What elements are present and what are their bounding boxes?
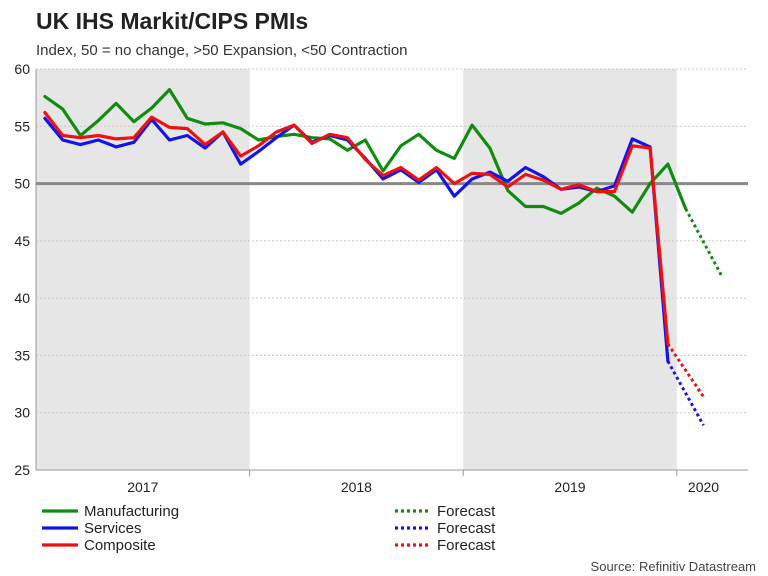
legend-item-composite: Composite (42, 537, 156, 554)
y-tick-label-30: 30 (14, 405, 30, 421)
legend-item-services-forecast: Forecast (395, 520, 496, 537)
y-tick-label-45: 45 (14, 233, 30, 249)
y-tick-label-50: 50 (14, 176, 30, 192)
forecast-line-composite (666, 343, 705, 398)
legend-label: Composite (84, 537, 156, 554)
x-year-label-2019: 2019 (554, 479, 585, 495)
axes (35, 69, 748, 476)
gridlines (36, 68, 748, 414)
series-line-manufacturing (43, 87, 688, 215)
y-tick-label-25: 25 (14, 462, 30, 478)
x-year-label-2017: 2017 (127, 479, 158, 495)
legend-item-services: Services (42, 520, 142, 537)
y-tick-label-40: 40 (14, 290, 30, 306)
source-note: Source: Refinitiv Datastream (590, 559, 756, 574)
legend-label: Forecast (437, 503, 496, 520)
chart-subtitle: Index, 50 = no change, >50 Expansion, <5… (36, 42, 408, 59)
legend-label: Forecast (437, 520, 496, 537)
shaded-year-bands (36, 69, 677, 470)
y-tick-label-55: 55 (14, 118, 30, 134)
forecast-line-manufacturing (684, 208, 723, 276)
shade-band-2019 (463, 69, 677, 470)
legend-label: Services (84, 520, 142, 537)
legend-label: Forecast (437, 537, 496, 554)
y-tick-labels: 25 30 35 40 45 50 55 60 (14, 61, 30, 478)
x-year-labels: 2017 2018 2019 2020 (127, 479, 719, 495)
x-year-label-2020: 2020 (688, 479, 719, 495)
series-line-composite (43, 110, 670, 346)
forecast-lines (666, 208, 723, 427)
legend-item-manufacturing: Manufacturing (42, 503, 179, 520)
x-year-label-2018: 2018 (341, 479, 372, 495)
y-tick-label-60: 60 (14, 61, 30, 77)
forecast-line-services (666, 360, 705, 427)
legend-item-composite-forecast: Forecast (395, 537, 496, 554)
legend-label: Manufacturing (84, 503, 179, 520)
series-lines (43, 87, 688, 363)
legend-item-manufacturing-forecast: Forecast (395, 503, 496, 520)
legend: ManufacturingServicesCompositeForecastFo… (42, 503, 496, 554)
chart-title: UK IHS Markit/CIPS PMIs (36, 8, 309, 34)
y-tick-label-35: 35 (14, 347, 30, 363)
